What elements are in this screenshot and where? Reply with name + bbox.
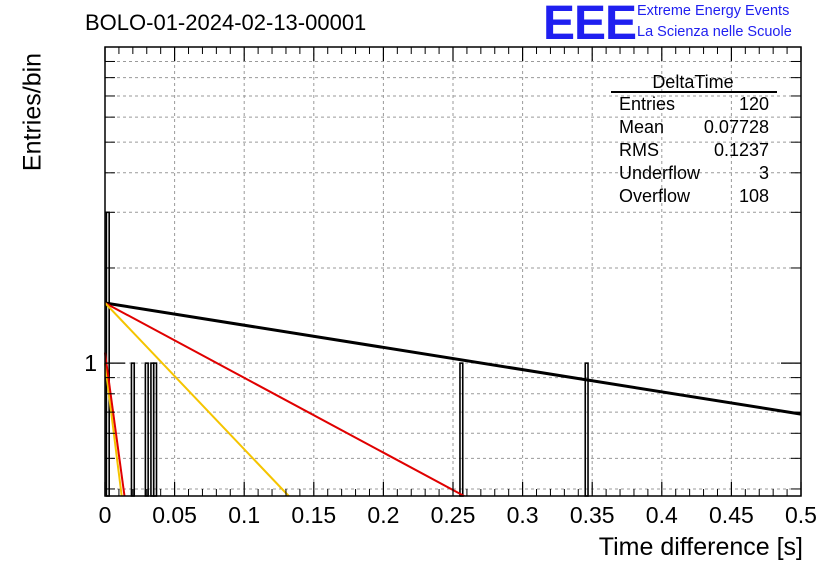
x-tick-label: 0 (99, 502, 112, 528)
axis-tick-labels: 0 0.05 0.1 0.15 0.2 0.25 0.3 0.35 0.4 0.45 0.5 1 (84, 350, 817, 528)
stats-row-value: 3 (759, 163, 769, 183)
x-tick-label: 0.1 (228, 502, 260, 528)
stats-row-label: Mean (619, 117, 664, 137)
y-axis-label: Entries/bin (18, 52, 47, 172)
eee-logo: EEE (543, 0, 637, 50)
stats-title: DeltaTime (652, 72, 733, 92)
x-tick-label: 0.25 (431, 502, 476, 528)
histogram-bin (144, 362, 149, 497)
y-tick-label: 1 (84, 350, 97, 376)
histogram-bin (459, 362, 464, 497)
x-tick-label: 0.05 (152, 502, 197, 528)
stats-row-value: 0.1237 (714, 140, 769, 160)
logo-line-1: Extreme Energy Events (637, 3, 790, 19)
yellow-fit-line (104, 363, 123, 497)
x-axis-label: Time difference [s] (598, 533, 803, 561)
histogram-bin (130, 362, 136, 497)
histogram-bin (584, 362, 589, 497)
red-fit-line (104, 352, 126, 497)
histogram-bin (105, 211, 110, 497)
x-tick-label: 0.35 (570, 502, 615, 528)
x-tick-label: 0.3 (507, 502, 539, 528)
stats-row-value: 0.07728 (704, 117, 769, 137)
x-tick-label: 0.4 (646, 502, 678, 528)
black-fit-line (104, 301, 802, 416)
stats-row-label: Entries (619, 94, 675, 114)
axis-ticks (104, 47, 802, 496)
x-tick-label: 0.5 (785, 502, 817, 528)
histogram-bars (105, 211, 589, 497)
grid-lines (105, 47, 801, 496)
stats-row-label: Underflow (619, 163, 701, 183)
chart-title: BOLO-01-2024-02-13-00001 (85, 10, 367, 35)
x-tick-label: 0.45 (709, 502, 754, 528)
histogram-bin (152, 362, 158, 497)
stats-row-label: RMS (619, 140, 659, 160)
stats-row-label: Overflow (619, 186, 691, 206)
stats-row-value: 108 (739, 186, 769, 206)
red-fit-line (104, 302, 465, 497)
yellow-fit-line (104, 302, 290, 497)
fit-curves (104, 301, 802, 497)
logo-line-2: La Scienza nelle Scuole (637, 24, 792, 40)
stats-row-value: 120 (739, 94, 769, 114)
x-tick-label: 0.15 (291, 502, 336, 528)
x-tick-label: 0.2 (367, 502, 399, 528)
